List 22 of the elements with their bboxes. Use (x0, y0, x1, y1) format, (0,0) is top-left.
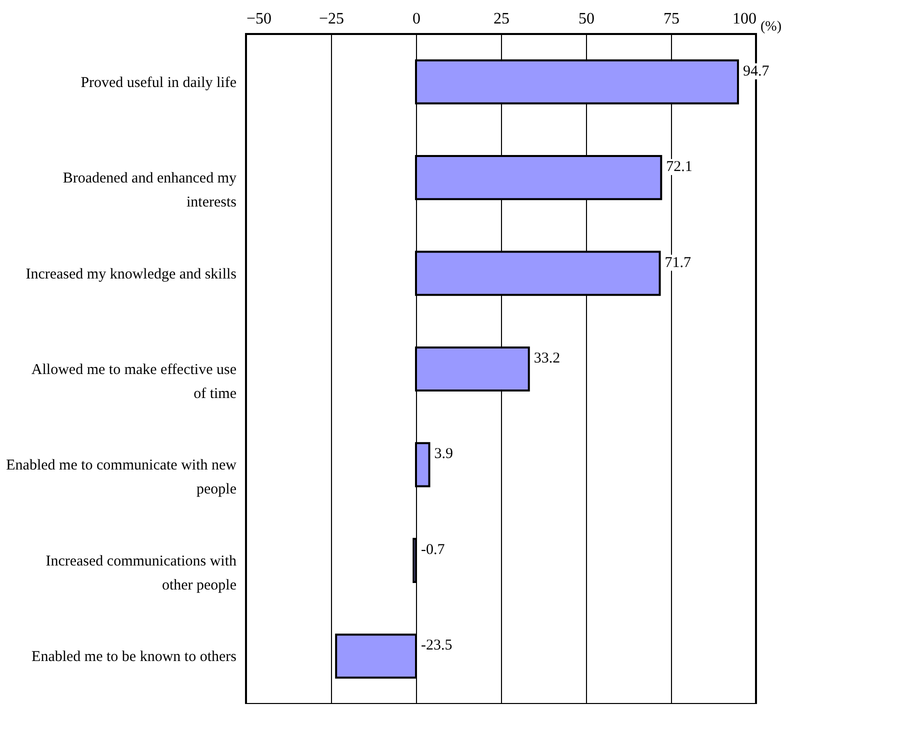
y-tick-label: Increased communications with other people (46, 553, 237, 594)
x-tick-label: 75 (664, 10, 680, 28)
x-tick-label: 25 (494, 10, 510, 28)
y-tick-label: Allowed me to make effective use of time (31, 362, 237, 402)
y-tick-label: Increased my knowledge and skills (26, 266, 237, 282)
x-axis-title: (%) (760, 20, 782, 34)
data-label: 71.7 (664, 254, 692, 271)
y-tick-label: Enabled me to communicate with new people (6, 458, 237, 498)
y-tick-label: Proved useful in daily life (80, 74, 237, 91)
data-label: 3.9 (434, 446, 454, 462)
data-label: 33.2 (534, 350, 560, 366)
data-label: -0.7 (421, 542, 446, 558)
x-tick-label: 50 (578, 10, 594, 28)
y-tick-label: Broadened and enhanced my interests (62, 170, 237, 211)
data-label: 72.1 (666, 159, 692, 176)
x-tick-label: 100 (732, 10, 756, 28)
x-tick-label: −50 (246, 10, 272, 28)
data-label: 94.7 (742, 63, 770, 80)
x-tick-label: −25 (318, 10, 344, 28)
data-label: -23.5 (421, 638, 452, 654)
x-tick-label: 0 (412, 10, 420, 28)
y-tick-label: Enabled me to be known to others (32, 649, 237, 666)
